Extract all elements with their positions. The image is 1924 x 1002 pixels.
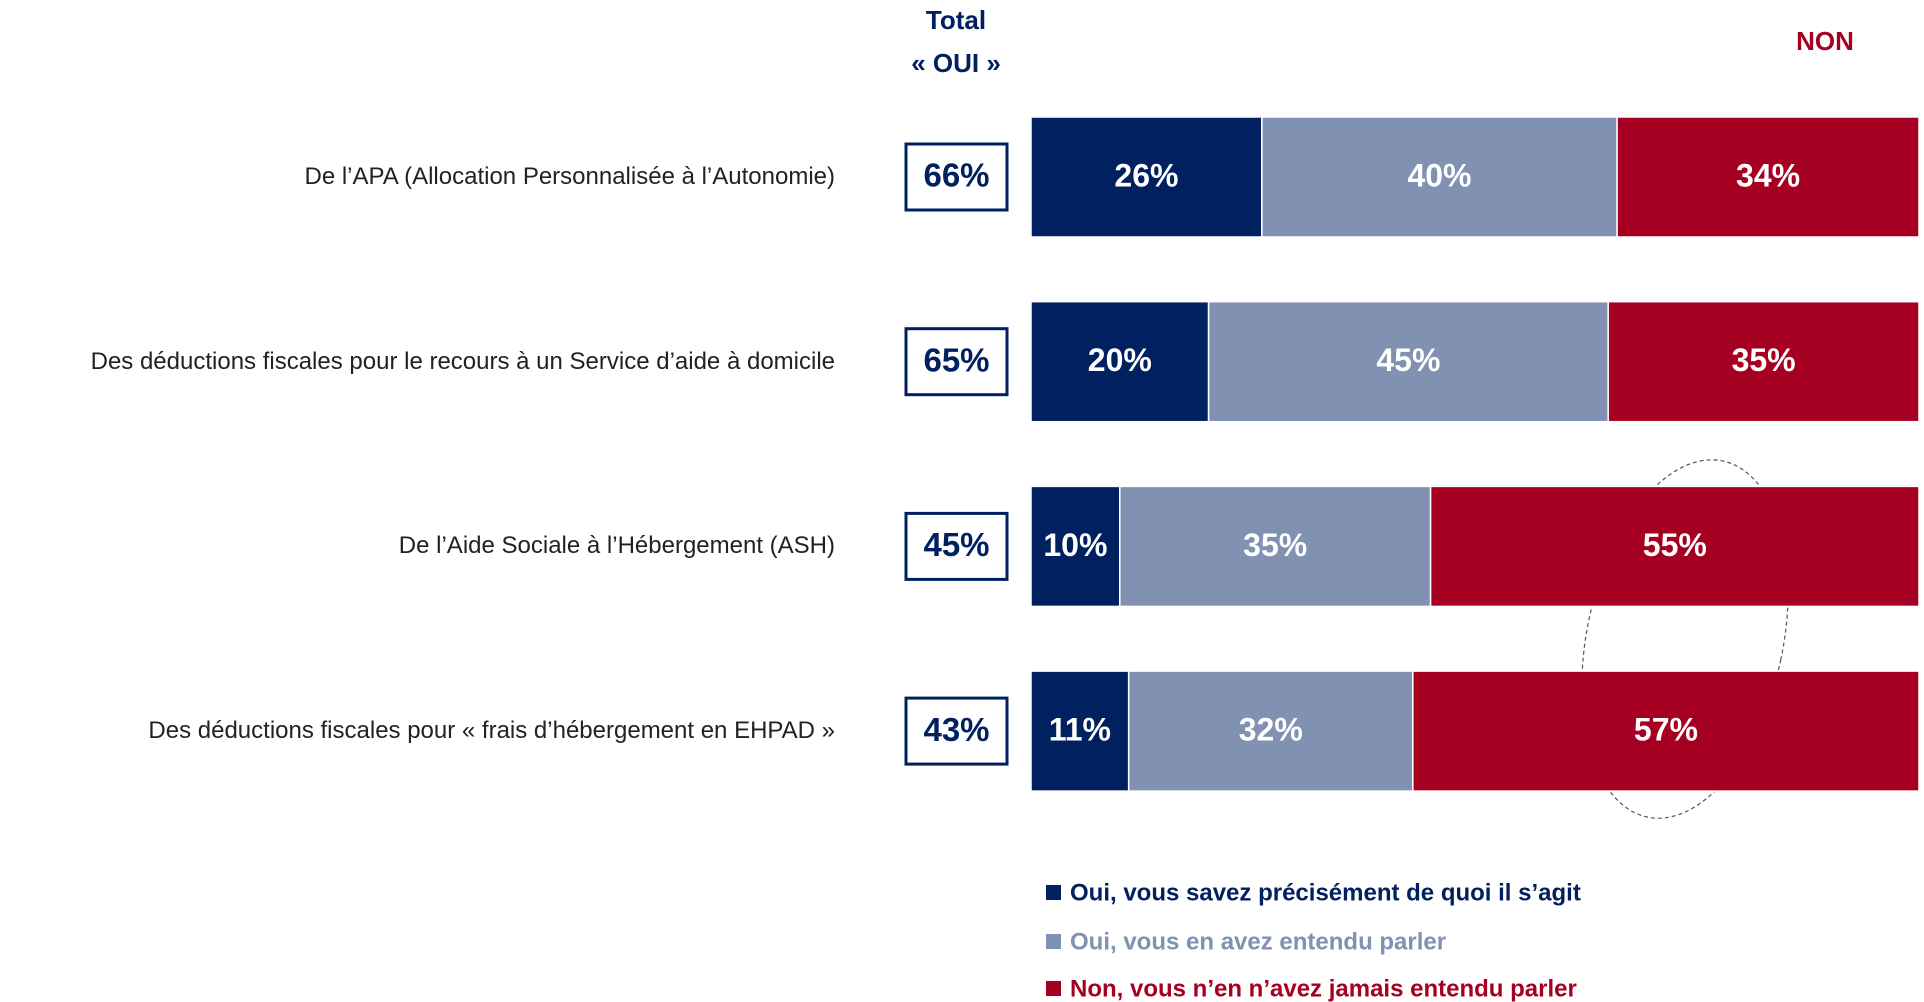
bar-segment xyxy=(1030,670,1130,792)
total-box xyxy=(904,142,1009,212)
legend-label: Oui, vous savez précisément de quoi il s… xyxy=(1070,879,1581,906)
legend-swatch xyxy=(1046,885,1061,900)
bar-segment xyxy=(1030,485,1121,608)
value-label: 35% xyxy=(1243,527,1307,563)
bar-segment xyxy=(1607,300,1920,423)
bar-segment xyxy=(1261,116,1618,238)
bar-segment xyxy=(1412,670,1920,792)
bar-segment xyxy=(1616,116,1920,238)
value-label: 11% xyxy=(1049,712,1111,748)
bar-segment xyxy=(1127,670,1414,792)
total-label: 43% xyxy=(923,711,989,748)
category-label: Des déductions fiscales pour « frais d’h… xyxy=(148,717,835,745)
bar-segment xyxy=(1429,485,1920,608)
bar-segment xyxy=(1030,300,1210,423)
value-label: 26% xyxy=(1114,157,1178,193)
value-label: 20% xyxy=(1088,342,1152,378)
value-label: 34% xyxy=(1736,157,1800,193)
highlight-ellipse xyxy=(1581,459,1789,819)
value-label: 40% xyxy=(1407,157,1471,193)
total-label: 66% xyxy=(923,157,989,194)
value-label: 10% xyxy=(1043,527,1107,563)
value-label: 57% xyxy=(1634,712,1698,748)
total-header: Total xyxy=(926,5,986,35)
legend-label: Non, vous n’en n’avez jamais entendu par… xyxy=(1070,975,1577,1002)
bar-segment xyxy=(1207,300,1609,423)
value-label: 32% xyxy=(1239,712,1303,748)
total-box xyxy=(904,696,1009,766)
category-label: De l’Aide Sociale à l’Hébergement (ASH) xyxy=(398,532,835,560)
non-header: NON xyxy=(1796,26,1854,56)
total-header: « OUI » xyxy=(911,48,1001,78)
total-label: 65% xyxy=(923,341,989,378)
total-box xyxy=(904,511,1009,581)
bar-segment xyxy=(1119,485,1432,608)
total-label: 45% xyxy=(923,526,989,563)
total-box xyxy=(904,327,1009,397)
legend-label: Oui, vous en avez entendu parler xyxy=(1070,928,1446,955)
value-label: 55% xyxy=(1643,527,1707,563)
category-label: De l’APA (Allocation Personnalisée à l’A… xyxy=(304,163,836,190)
value-label: 35% xyxy=(1732,342,1796,378)
value-label: 45% xyxy=(1376,342,1440,378)
legend-swatch xyxy=(1046,981,1061,996)
category-label: Des déductions fiscales pour le recours … xyxy=(90,347,835,375)
bar-segment xyxy=(1030,116,1263,238)
legend-swatch xyxy=(1046,934,1061,949)
